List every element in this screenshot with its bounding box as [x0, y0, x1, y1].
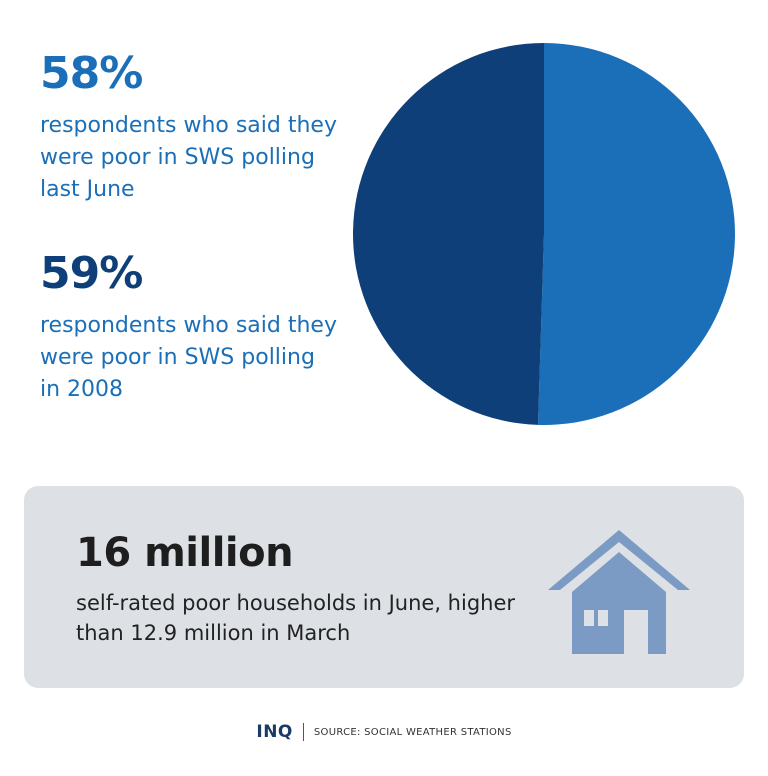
pie-slice-0: [538, 43, 735, 426]
stat-june-value: 58%: [40, 48, 143, 99]
stat-2008-description: respondents who said they were poor in S…: [40, 313, 337, 402]
house-icon: [548, 530, 690, 654]
footer-divider: [302, 723, 304, 741]
households-value: 16 million: [76, 530, 294, 576]
stat-june-description: respondents who said they were poor in S…: [40, 113, 337, 202]
inq-logo: INQ: [256, 722, 293, 742]
footer: INQ SOURCE: SOCIAL WEATHER STATIONS: [0, 720, 768, 744]
stat-2008: 59% respondents who said they were poor …: [40, 252, 340, 406]
households-description: self-rated poor households in June, high…: [76, 591, 516, 645]
pie-chart-svg: [352, 43, 735, 426]
pie-chart: [352, 42, 736, 426]
source-credit: SOURCE: SOCIAL WEATHER STATIONS: [313, 726, 512, 738]
stat-june: 58% respondents who said they were poor …: [40, 52, 340, 206]
stat-2008-value: 59%: [40, 248, 143, 299]
pie-slice-1: [352, 43, 544, 425]
households-panel: 16 million self-rated poor households in…: [24, 486, 744, 688]
